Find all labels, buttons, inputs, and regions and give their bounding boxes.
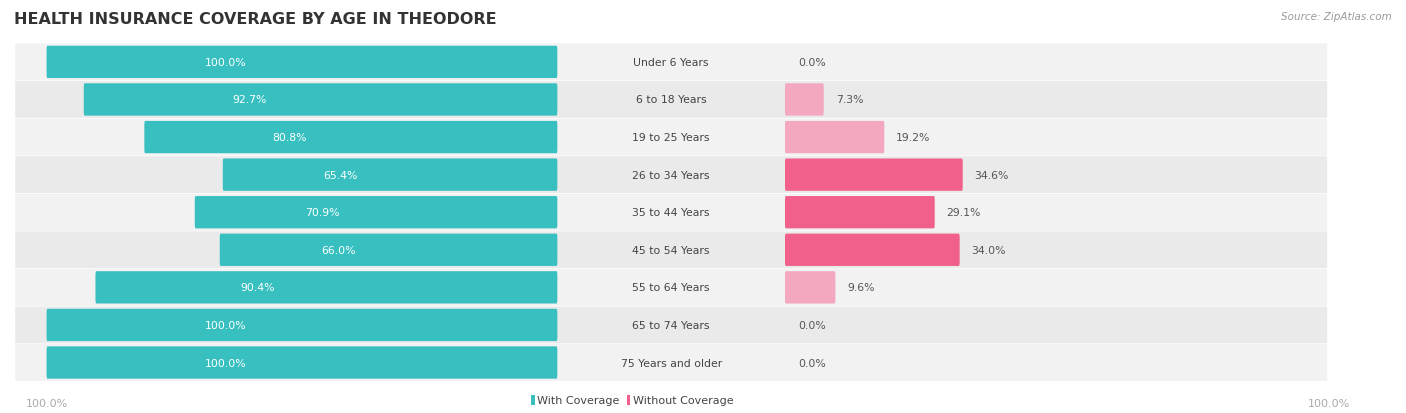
Text: 92.7%: 92.7%	[232, 95, 267, 105]
Text: 55 to 64 Years: 55 to 64 Years	[633, 282, 710, 293]
Text: HEALTH INSURANCE COVERAGE BY AGE IN THEODORE: HEALTH INSURANCE COVERAGE BY AGE IN THEO…	[14, 12, 496, 27]
Text: 0.0%: 0.0%	[799, 358, 827, 368]
FancyBboxPatch shape	[15, 157, 1327, 194]
Text: 100.0%: 100.0%	[205, 58, 246, 68]
Text: Source: ZipAtlas.com: Source: ZipAtlas.com	[1281, 12, 1392, 22]
Text: 90.4%: 90.4%	[240, 282, 274, 293]
FancyBboxPatch shape	[785, 197, 935, 229]
Text: 100.0%: 100.0%	[27, 398, 69, 408]
Text: 75 Years and older: 75 Years and older	[620, 358, 721, 368]
Text: 9.6%: 9.6%	[848, 282, 875, 293]
FancyBboxPatch shape	[15, 307, 1327, 344]
Text: 19.2%: 19.2%	[896, 133, 931, 143]
FancyBboxPatch shape	[785, 84, 824, 116]
FancyBboxPatch shape	[195, 197, 557, 229]
Text: 35 to 44 Years: 35 to 44 Years	[633, 208, 710, 218]
FancyBboxPatch shape	[96, 271, 557, 304]
FancyBboxPatch shape	[15, 269, 1327, 306]
Text: 26 to 34 Years: 26 to 34 Years	[633, 170, 710, 180]
FancyBboxPatch shape	[15, 232, 1327, 268]
Text: Under 6 Years: Under 6 Years	[634, 58, 709, 68]
Text: 0.0%: 0.0%	[799, 320, 827, 330]
FancyBboxPatch shape	[531, 395, 534, 406]
Text: 100.0%: 100.0%	[205, 320, 246, 330]
FancyBboxPatch shape	[15, 344, 1327, 381]
Text: Without Coverage: Without Coverage	[633, 395, 734, 405]
FancyBboxPatch shape	[785, 271, 835, 304]
FancyBboxPatch shape	[145, 121, 557, 154]
Text: 66.0%: 66.0%	[321, 245, 356, 255]
Text: 65 to 74 Years: 65 to 74 Years	[633, 320, 710, 330]
FancyBboxPatch shape	[785, 159, 963, 191]
FancyBboxPatch shape	[15, 119, 1327, 156]
FancyBboxPatch shape	[46, 47, 557, 79]
FancyBboxPatch shape	[46, 309, 557, 341]
FancyBboxPatch shape	[785, 121, 884, 154]
Text: 70.9%: 70.9%	[305, 208, 339, 218]
Text: 7.3%: 7.3%	[835, 95, 863, 105]
Text: With Coverage: With Coverage	[537, 395, 620, 405]
FancyBboxPatch shape	[627, 395, 630, 406]
FancyBboxPatch shape	[15, 195, 1327, 231]
Text: 29.1%: 29.1%	[946, 208, 981, 218]
FancyBboxPatch shape	[785, 234, 960, 266]
FancyBboxPatch shape	[46, 347, 557, 379]
FancyBboxPatch shape	[15, 82, 1327, 119]
Text: 34.0%: 34.0%	[972, 245, 1007, 255]
Text: 80.8%: 80.8%	[271, 133, 307, 143]
Text: 0.0%: 0.0%	[799, 58, 827, 68]
Text: 6 to 18 Years: 6 to 18 Years	[636, 95, 706, 105]
FancyBboxPatch shape	[15, 44, 1327, 81]
Text: 100.0%: 100.0%	[205, 358, 246, 368]
Text: 65.4%: 65.4%	[323, 170, 357, 180]
FancyBboxPatch shape	[222, 159, 557, 191]
FancyBboxPatch shape	[84, 84, 557, 116]
Text: 34.6%: 34.6%	[974, 170, 1010, 180]
Text: 45 to 54 Years: 45 to 54 Years	[633, 245, 710, 255]
Text: 19 to 25 Years: 19 to 25 Years	[633, 133, 710, 143]
FancyBboxPatch shape	[219, 234, 557, 266]
Text: 100.0%: 100.0%	[1308, 398, 1350, 408]
